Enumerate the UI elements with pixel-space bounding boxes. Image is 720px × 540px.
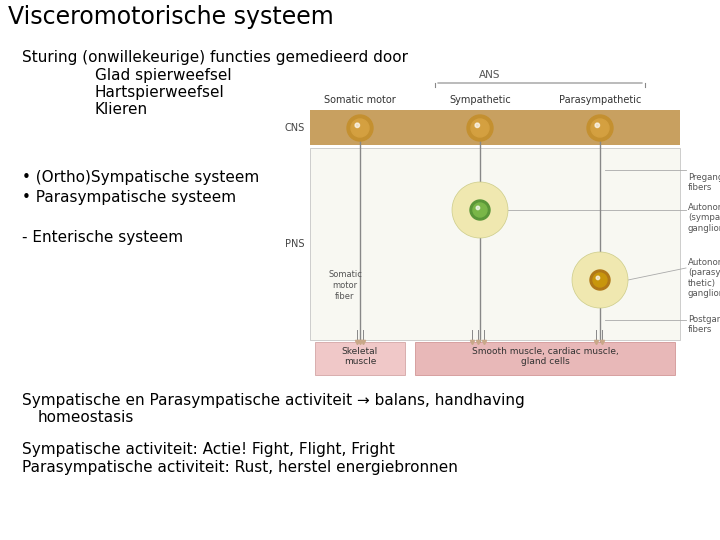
Circle shape: [452, 182, 508, 238]
Text: ANS: ANS: [480, 70, 500, 80]
Circle shape: [355, 123, 359, 127]
Circle shape: [347, 115, 373, 141]
Circle shape: [467, 115, 493, 141]
Text: Sturing (onwillekeurige) functies gemedieerd door: Sturing (onwillekeurige) functies gemedi…: [22, 50, 408, 65]
Circle shape: [476, 206, 480, 210]
Circle shape: [473, 203, 487, 217]
Circle shape: [587, 115, 613, 141]
Text: homeostasis: homeostasis: [38, 410, 135, 425]
Bar: [315, 342, 405, 375]
Text: Somatic motor: Somatic motor: [324, 95, 396, 105]
Text: Autonomic
(sympathetic)
ganglion: Autonomic (sympathetic) ganglion: [688, 203, 720, 233]
Text: Klieren: Klieren: [95, 102, 148, 117]
Circle shape: [572, 252, 628, 308]
Text: Smooth muscle, cardiac muscle,
gland cells: Smooth muscle, cardiac muscle, gland cel…: [472, 347, 618, 367]
Circle shape: [596, 276, 600, 280]
Text: Parasympatische activiteit: Rust, herstel energiebronnen: Parasympatische activiteit: Rust, herste…: [22, 460, 458, 475]
Circle shape: [351, 119, 369, 137]
Text: Sympatische activiteit: Actie! Fight, Flight, Fright: Sympatische activiteit: Actie! Fight, Fl…: [22, 442, 395, 457]
Text: Postganglionic
fibers: Postganglionic fibers: [688, 315, 720, 334]
Bar: [310, 110, 680, 145]
Text: - Enterische systeem: - Enterische systeem: [22, 230, 183, 245]
Text: Sympathetic: Sympathetic: [449, 95, 511, 105]
Text: Glad spierweefsel: Glad spierweefsel: [95, 68, 232, 83]
Text: • (Ortho)Sympatische systeem: • (Ortho)Sympatische systeem: [22, 170, 259, 185]
Circle shape: [475, 123, 480, 127]
Text: Somatic
motor
fiber: Somatic motor fiber: [328, 270, 362, 301]
Text: Visceromotorische systeem: Visceromotorische systeem: [8, 5, 334, 29]
Text: Preganglionic
fibers: Preganglionic fibers: [688, 173, 720, 192]
Text: PNS: PNS: [286, 239, 305, 249]
Text: Parasympathetic: Parasympathetic: [559, 95, 642, 105]
Circle shape: [595, 123, 600, 127]
Bar: [310, 148, 680, 340]
Circle shape: [593, 273, 607, 287]
Text: Sympatische en Parasympatische activiteit → balans, handhaving: Sympatische en Parasympatische activitei…: [22, 393, 525, 408]
Circle shape: [470, 200, 490, 220]
Text: Hartspierweefsel: Hartspierweefsel: [95, 85, 225, 100]
Text: Skeletal
muscle: Skeletal muscle: [342, 347, 378, 367]
Text: Autonomic
(parasympa-
thetic)
ganglion: Autonomic (parasympa- thetic) ganglion: [688, 258, 720, 298]
Circle shape: [471, 119, 489, 137]
Text: CNS: CNS: [284, 123, 305, 133]
Bar: [415, 342, 675, 375]
Text: • Parasympatische systeem: • Parasympatische systeem: [22, 190, 236, 205]
Circle shape: [591, 119, 609, 137]
Circle shape: [590, 270, 610, 290]
